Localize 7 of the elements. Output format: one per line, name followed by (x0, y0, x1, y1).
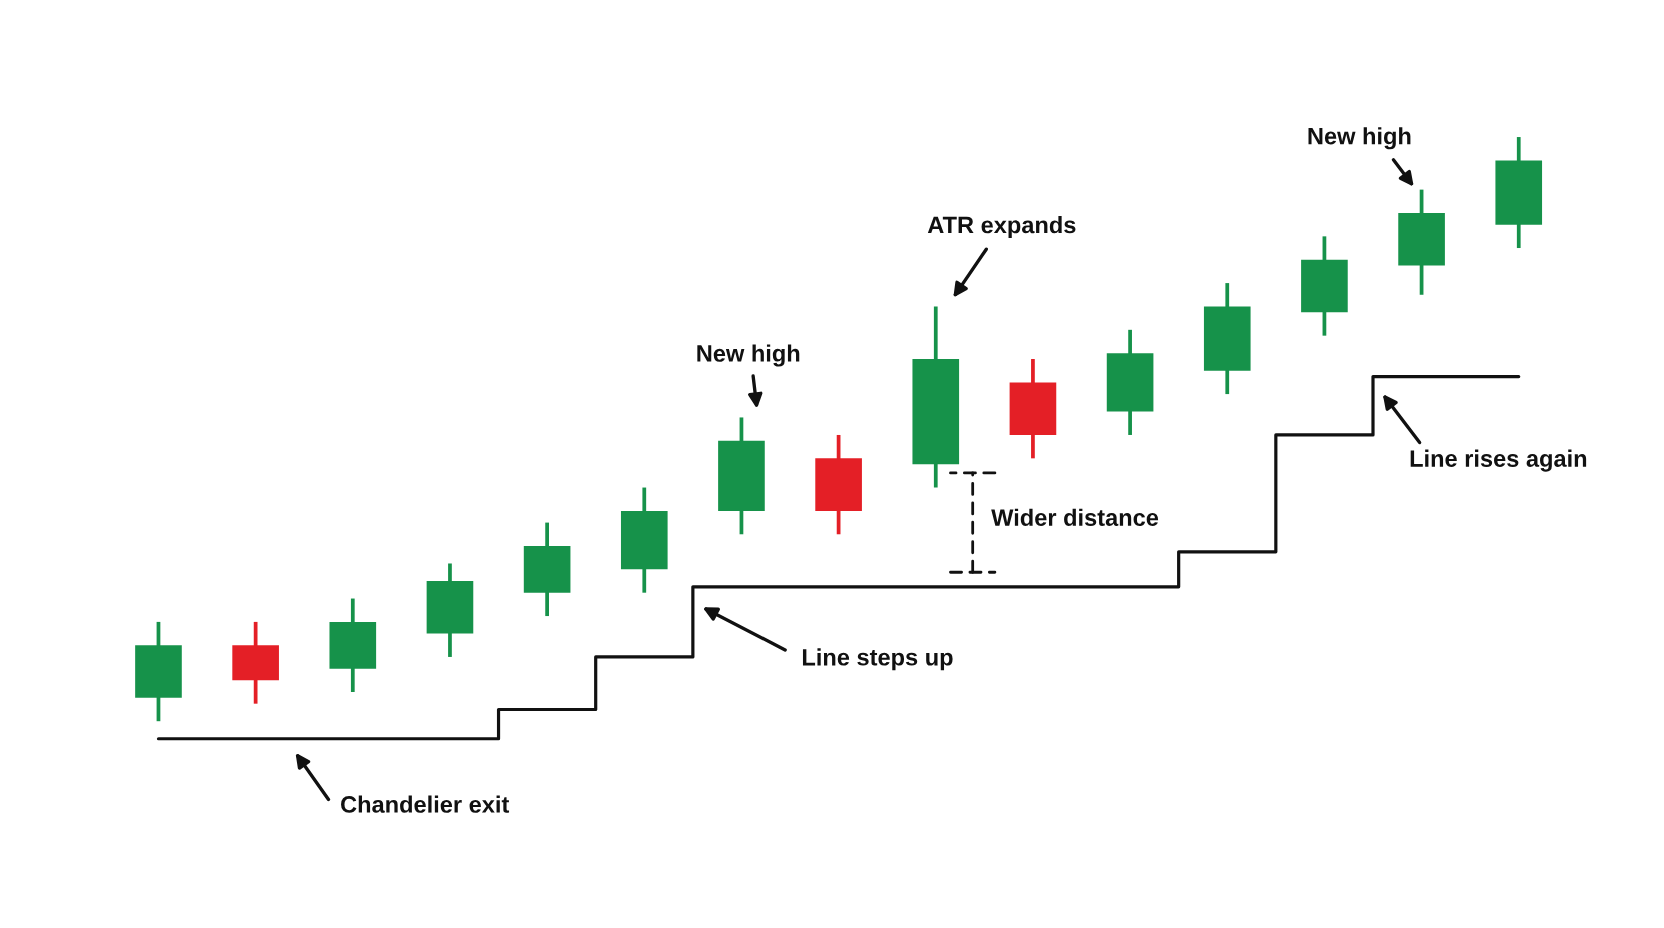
annotation: New high (1308, 127, 1411, 150)
annotation: Line steps up (802, 648, 953, 671)
annotation: Wider distance (991, 508, 1159, 527)
annotation: Line rises again (1410, 449, 1587, 472)
annotation: ATR expands (927, 216, 1076, 239)
annotation: New high (697, 344, 800, 367)
text: Chandelier exit (341, 795, 510, 813)
